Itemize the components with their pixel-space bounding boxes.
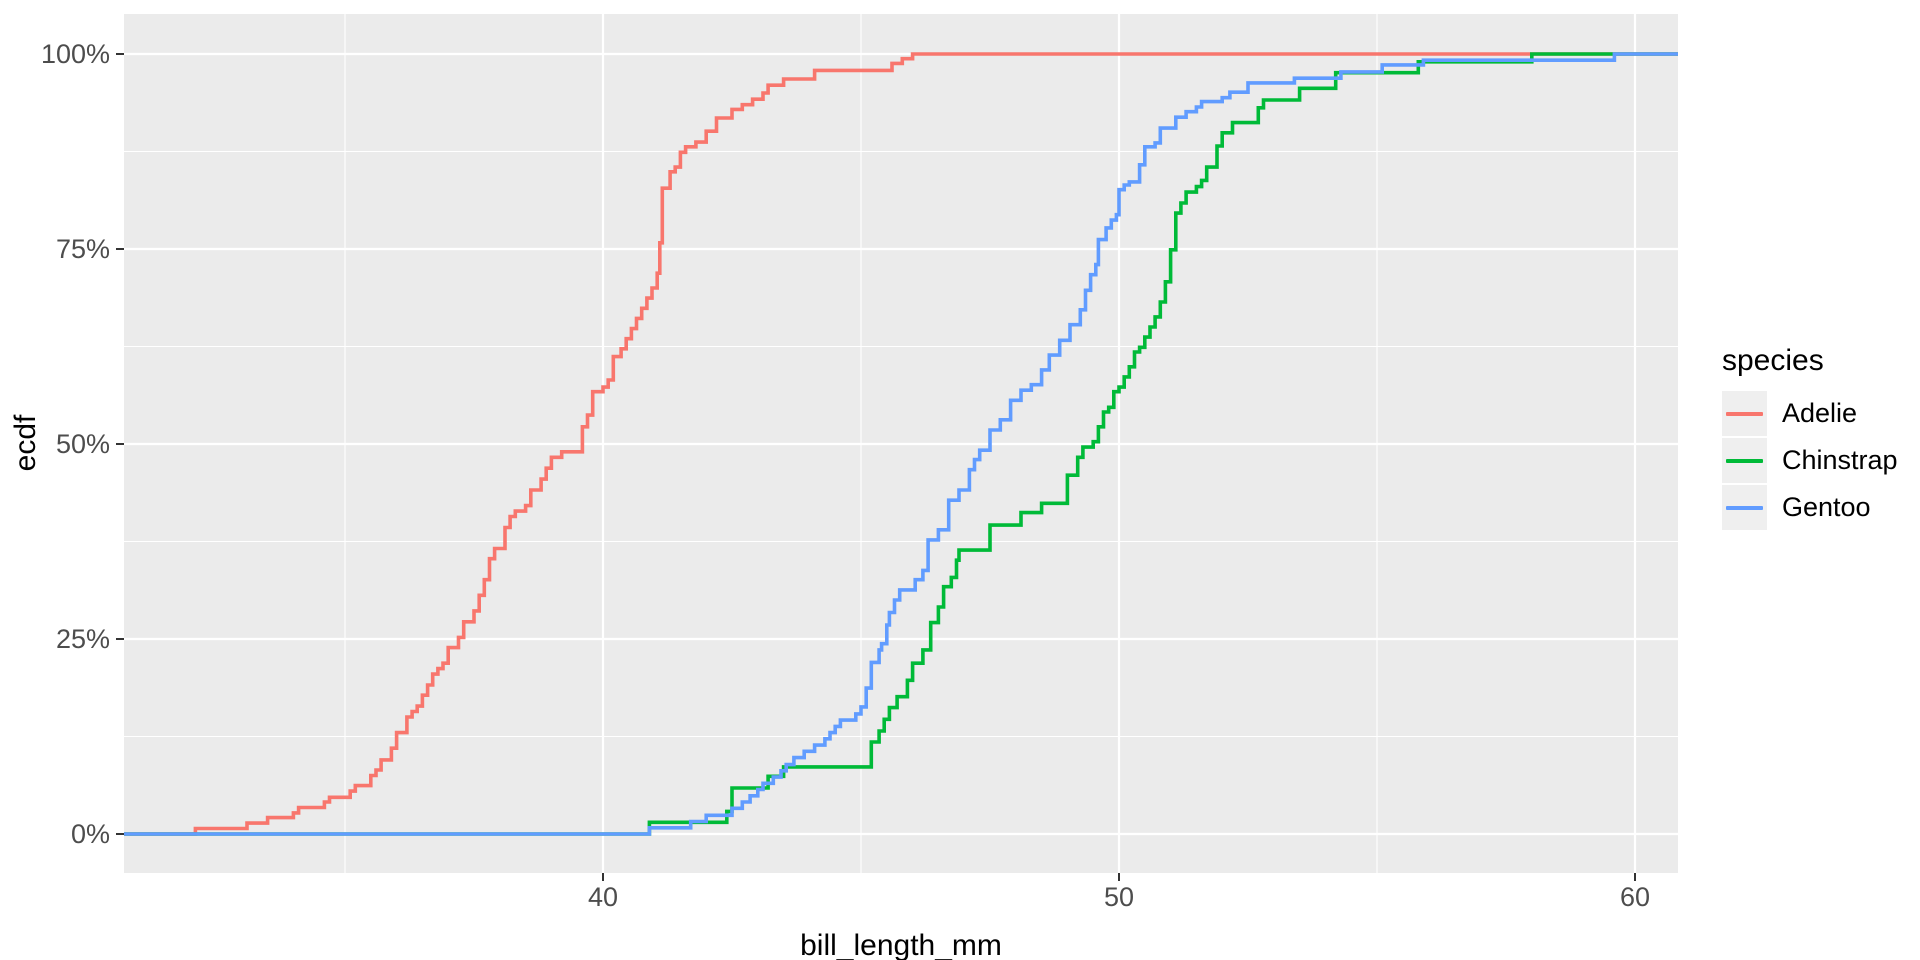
legend-key-line-icon — [1726, 458, 1763, 463]
y-tick-label: 0% — [71, 819, 110, 849]
legend-key — [1722, 391, 1767, 436]
legend-items: Adelie Chinstrap Gentoo — [1722, 391, 1898, 530]
legend: species Adelie Chinstrap Gentoo — [1722, 344, 1898, 532]
ecdf-line-chinstrap — [124, 52, 1678, 836]
x-tick-label: 60 — [1620, 882, 1650, 912]
legend-item-adelie: Adelie — [1722, 391, 1898, 436]
legend-key — [1722, 438, 1767, 483]
legend-key — [1722, 485, 1767, 530]
x-tick-label: 50 — [1104, 882, 1134, 912]
y-tick-label: 25% — [56, 624, 110, 654]
ecdf-line-gentoo — [124, 52, 1678, 836]
legend-key-line-icon — [1726, 505, 1763, 510]
legend-label: Chinstrap — [1782, 445, 1898, 475]
legend-item-chinstrap: Chinstrap — [1722, 438, 1898, 483]
y-tick-label: 50% — [56, 429, 110, 459]
y-tick-label: 100% — [41, 39, 110, 69]
legend-item-gentoo: Gentoo — [1722, 485, 1898, 530]
x-axis-title: bill_length_mm — [800, 929, 1002, 960]
y-axis-title: ecdf — [9, 414, 42, 472]
legend-key-line-icon — [1726, 411, 1763, 416]
ecdf-line-adelie — [124, 52, 1678, 836]
legend-label: Adelie — [1782, 398, 1858, 428]
x-tick-label: 40 — [588, 882, 618, 912]
legend-label: Gentoo — [1782, 492, 1871, 522]
y-tick-label: 75% — [56, 234, 110, 264]
legend-title: species — [1722, 344, 1824, 377]
